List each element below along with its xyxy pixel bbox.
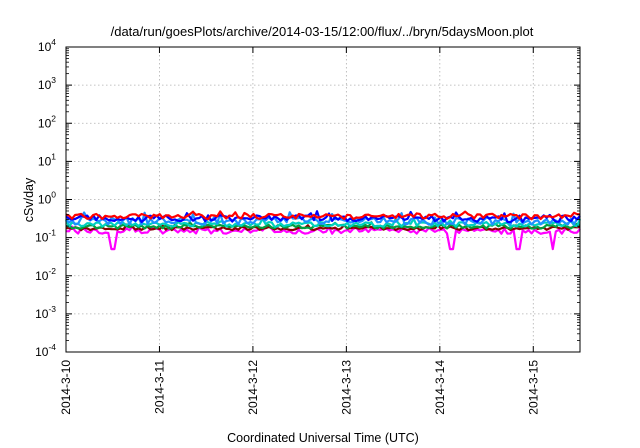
y-tick-label-exponent: -1 (48, 228, 56, 238)
y-tick-label: 103 (38, 75, 56, 92)
y-tick-label-exponent: -3 (48, 304, 56, 314)
series-line (65, 211, 581, 226)
series-layer (65, 210, 582, 251)
x-tick-label: 2014-3-12 (246, 360, 260, 415)
y-tick-label-exponent: -2 (48, 266, 56, 276)
y-tick-label-exponent: 0 (51, 190, 56, 200)
y-tick-label-base: 10 (38, 193, 52, 207)
y-tick-label-base: 10 (35, 345, 49, 359)
y-tick-label-base: 10 (38, 154, 52, 168)
x-tick-label: 2014-3-15 (526, 360, 540, 415)
y-tick-label-base: 10 (38, 116, 52, 130)
ticks (65, 46, 580, 353)
y-tick-label-exponent: 3 (51, 75, 56, 85)
x-tick-label: 2014-3-11 (152, 360, 166, 414)
y-tick-label: 10-4 (35, 342, 56, 359)
y-tick-label: 10-1 (35, 228, 56, 245)
y-tick-label-base: 10 (35, 231, 49, 245)
x-axis-label: Coordinated Universal Time (UTC) (227, 431, 419, 445)
series-line (65, 223, 581, 232)
x-tick-labels: 2014-3-10 2014-3-11 2014-3-12 2014-3-13 2014… (59, 360, 540, 415)
y-axis-label: cSv/day (22, 177, 36, 222)
y-tick-label: 104 (38, 37, 56, 54)
grid (66, 47, 580, 352)
y-tick-label-base: 10 (38, 40, 52, 54)
y-tick-label-exponent: 4 (51, 37, 56, 47)
y-tick-label-base: 10 (35, 269, 49, 283)
y-tick-label: 101 (38, 151, 56, 168)
y-tick-label-exponent: -4 (48, 342, 56, 352)
y-tick-label-exponent: 2 (51, 113, 56, 123)
y-tick-label-base: 10 (35, 307, 49, 321)
y-tick-label-base: 10 (38, 78, 52, 92)
y-tick-label: 102 (38, 113, 56, 130)
y-tick-label-exponent: 1 (51, 151, 56, 161)
x-tick-label: 2014-3-10 (59, 360, 73, 415)
series-line (65, 210, 581, 221)
x-tick-label: 2014-3-14 (433, 360, 447, 415)
y-tick-label: 10-3 (35, 304, 56, 321)
y-tick-label: 100 (38, 190, 56, 207)
x-tick-label: 2014-3-13 (339, 360, 353, 415)
chart-title: /data/run/goesPlots/archive/2014-03-15/1… (111, 24, 534, 39)
y-tick-label: 10-2 (35, 266, 56, 283)
